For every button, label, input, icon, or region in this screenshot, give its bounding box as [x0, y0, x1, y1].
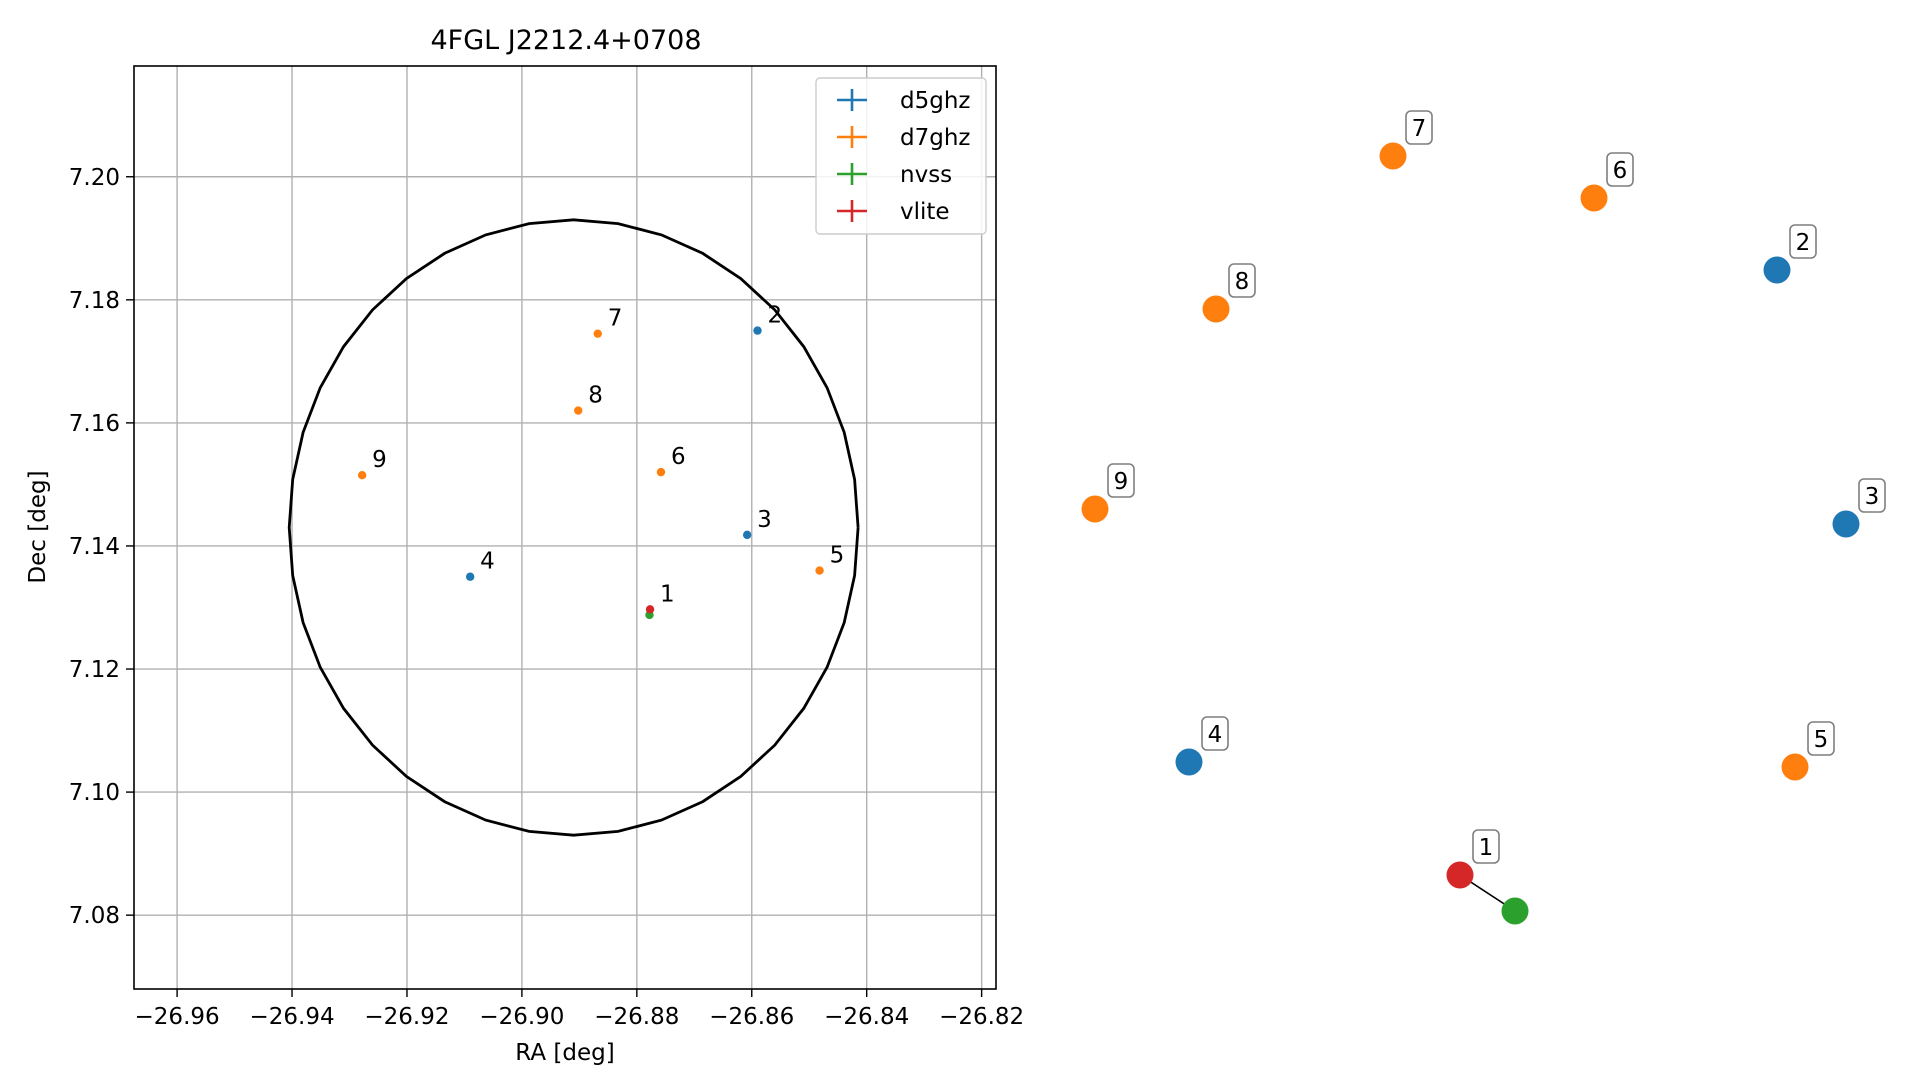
- point-d5ghz: [465, 572, 475, 581]
- point-label: 3: [757, 507, 772, 533]
- y-tick-label: 7.20: [69, 165, 120, 191]
- legend-entry-d7ghz: d7ghz: [900, 125, 970, 151]
- graph-node: [1175, 748, 1203, 776]
- node-label: 8: [1235, 269, 1250, 295]
- localization-circle: [287, 218, 860, 837]
- point-d7ghz: [593, 329, 602, 338]
- chart-title: 4FGL J2212.4+0708: [430, 25, 701, 56]
- search-circle: [287, 218, 860, 837]
- point-label: 4: [480, 549, 495, 575]
- y-tick-label: 7.08: [69, 903, 120, 929]
- point-d7ghz: [656, 467, 666, 477]
- match-graph: 7 6 2 8 9 3 4 5 1: [1081, 110, 1886, 925]
- point-label: 5: [830, 543, 845, 569]
- graph-node: [1580, 184, 1608, 212]
- node-label: 5: [1814, 727, 1829, 753]
- x-tick-label: −26.90: [479, 1004, 564, 1030]
- legend-entry-nvss: nvss: [900, 162, 952, 188]
- node-label: 9: [1114, 469, 1129, 495]
- x-tick-label: −26.84: [824, 1004, 909, 1030]
- point-d5ghz: [753, 326, 762, 335]
- graph-node: [1446, 861, 1474, 889]
- graph-nodes: 7 6 2 8 9 3 4 5 1: [1081, 110, 1886, 925]
- point-label: 7: [608, 306, 623, 332]
- plot-frame: [133, 65, 997, 990]
- point-d7ghz: [574, 406, 583, 415]
- node-label-box: [1472, 829, 1500, 864]
- y-tick-label: 7.18: [69, 288, 120, 314]
- legend: d5ghz d7ghz nvss vlite: [815, 77, 987, 235]
- point-label: 8: [588, 383, 603, 409]
- x-axis-label: RA [deg]: [515, 1040, 614, 1066]
- graph-node: [1081, 495, 1109, 523]
- node-label-box: [1789, 224, 1817, 259]
- graph-node: [1832, 510, 1860, 538]
- legend-entry-d5ghz: d5ghz: [900, 88, 970, 114]
- graph-node: [1763, 256, 1791, 284]
- graph-node: [1781, 753, 1809, 781]
- x-tick-label: −26.82: [939, 1004, 1024, 1030]
- node-label: 7: [1412, 116, 1427, 142]
- legend-entry-vlite: vlite: [900, 199, 950, 225]
- graph-node: [1379, 142, 1407, 170]
- node-label: 3: [1865, 484, 1880, 510]
- point-d7ghz: [357, 470, 367, 480]
- point-label: 9: [372, 447, 387, 473]
- point-label: 1: [660, 581, 675, 607]
- node-label-box: [1606, 152, 1634, 187]
- x-tick-label: −26.92: [364, 1004, 449, 1030]
- x-tick-label: −26.94: [249, 1004, 334, 1030]
- grid-lines: [134, 66, 996, 989]
- y-tick-label: 7.16: [69, 411, 120, 437]
- x-tick-label: −26.86: [709, 1004, 794, 1030]
- point-d5ghz: [742, 530, 752, 540]
- y-axis-ticks: 7.08 7.10 7.12 7.14 7.16 7.18 7.20: [69, 165, 134, 929]
- legend-box: [815, 77, 987, 235]
- graph-node: [1501, 897, 1529, 925]
- node-label-box: [1107, 463, 1135, 498]
- node-label: 2: [1796, 230, 1811, 256]
- node-label: 6: [1613, 158, 1628, 184]
- point-label: 2: [768, 303, 783, 329]
- node-label: 4: [1208, 722, 1223, 748]
- node-label: 1: [1479, 835, 1494, 861]
- node-label-box: [1807, 721, 1835, 756]
- node-label-box: [1405, 110, 1433, 145]
- point-vlite: [645, 605, 655, 614]
- y-tick-label: 7.10: [69, 780, 120, 806]
- graph-node: [1202, 295, 1230, 323]
- x-axis-ticks: −26.96 −26.94 −26.92 −26.90 −26.88 −26.86 −26.…: [135, 989, 1024, 1030]
- x-tick-label: −26.88: [594, 1004, 679, 1030]
- point-label: 6: [671, 444, 686, 470]
- y-tick-label: 7.12: [69, 657, 120, 683]
- node-label-box: [1858, 478, 1886, 513]
- point-d7ghz: [815, 566, 824, 575]
- x-tick-label: −26.96: [135, 1004, 220, 1030]
- sky-position-chart: 4FGL J2212.4+0708 2 3 4 5 6 7 8 9 1 −26.96 −26.94…: [25, 25, 1024, 1066]
- y-tick-label: 7.14: [69, 534, 120, 560]
- y-axis-label: Dec [deg]: [25, 470, 51, 583]
- node-label-box: [1228, 263, 1256, 298]
- data-points: 2 3 4 5 6 7 8 9 1: [357, 303, 845, 620]
- node-label-box: [1201, 716, 1229, 751]
